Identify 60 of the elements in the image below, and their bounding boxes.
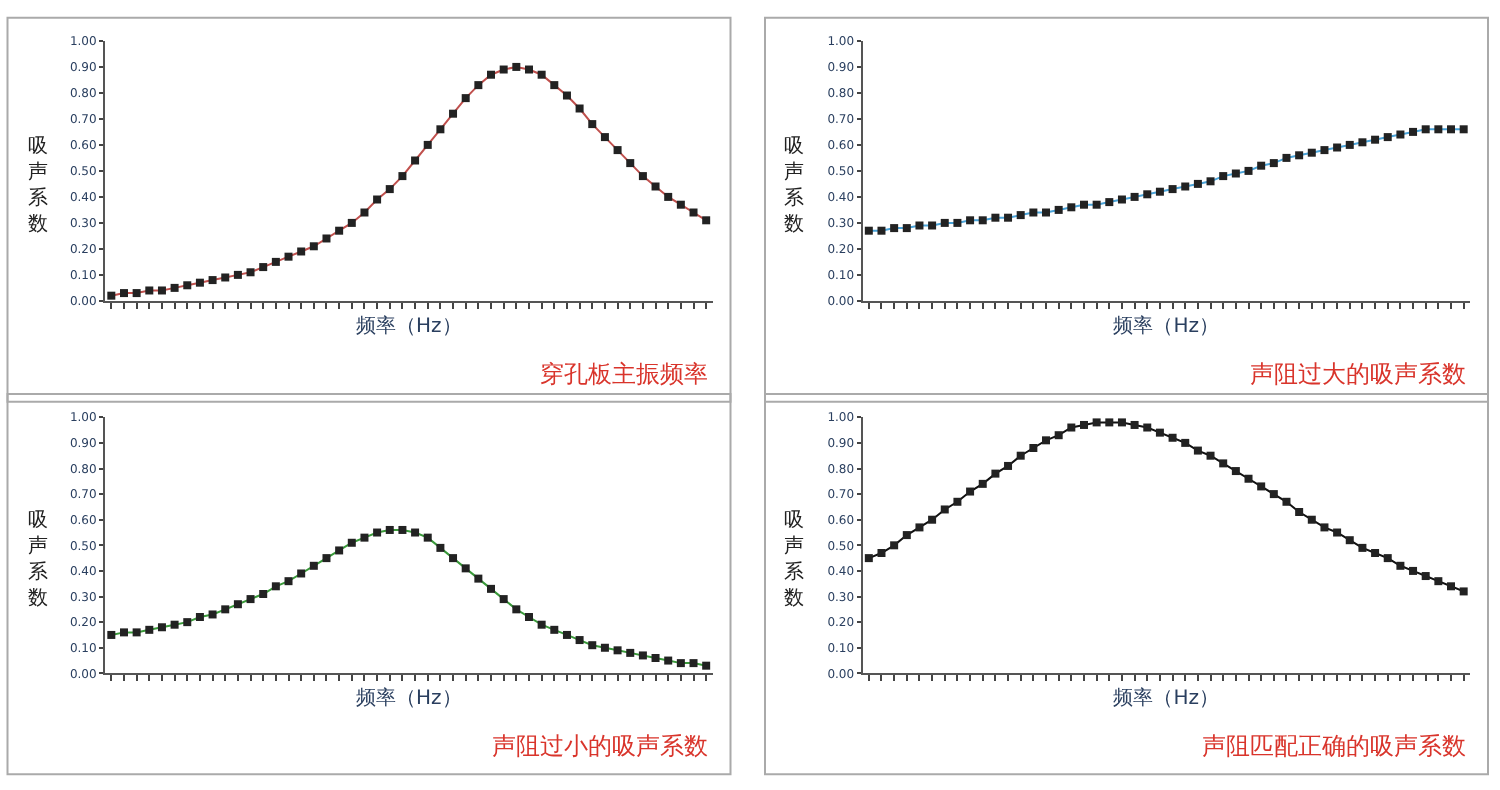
y-axis-title: 吸声系数 <box>28 510 48 610</box>
point <box>1396 561 1405 570</box>
point <box>1193 446 1202 455</box>
point <box>1307 515 1316 524</box>
point <box>902 531 911 540</box>
point <box>1371 549 1380 557</box>
point <box>1244 474 1253 483</box>
point <box>1004 461 1013 470</box>
point <box>1459 587 1468 596</box>
point <box>1345 536 1354 545</box>
point <box>1079 420 1088 429</box>
point <box>953 497 962 506</box>
point <box>1231 467 1240 476</box>
point <box>1105 418 1114 427</box>
point <box>1219 459 1228 468</box>
point <box>1295 508 1304 517</box>
point <box>928 515 937 524</box>
point <box>890 541 899 550</box>
point <box>1206 451 1215 460</box>
y-axis-title: 吸声系数 <box>784 510 804 610</box>
point <box>1155 428 1164 437</box>
point <box>1421 572 1430 581</box>
point <box>940 505 949 514</box>
point <box>864 554 873 563</box>
point <box>1333 528 1342 537</box>
point <box>1358 543 1367 552</box>
point <box>1130 420 1139 429</box>
point <box>991 469 1000 478</box>
point <box>1269 490 1278 499</box>
point <box>877 549 886 557</box>
point <box>1320 523 1329 532</box>
point <box>1181 438 1190 447</box>
x-axis-title: 频率（Hz） <box>355 313 462 338</box>
point <box>1168 433 1177 442</box>
point <box>1434 577 1443 586</box>
point <box>978 479 987 488</box>
y-axis-title: 吸声系数 <box>784 136 804 236</box>
point <box>1067 423 1076 432</box>
point <box>1042 436 1051 445</box>
point <box>1092 418 1101 427</box>
point <box>1447 582 1456 591</box>
x-axis-title: 频率（Hz） <box>355 686 462 711</box>
point <box>1383 554 1392 563</box>
point <box>1054 431 1063 440</box>
text: 声阻过大的吸声系数 <box>1250 360 1466 388</box>
point <box>966 487 975 496</box>
point <box>1117 418 1126 427</box>
point <box>915 523 924 532</box>
point <box>1257 482 1266 491</box>
x-axis-title: 频率（Hz） <box>1113 686 1220 711</box>
y-axis-title: 吸声系数 <box>28 136 48 236</box>
point <box>1029 444 1038 452</box>
text: 声阻过小的吸声系数 <box>492 732 708 760</box>
x-axis-title: 频率（Hz） <box>1113 313 1220 338</box>
point <box>1409 566 1418 575</box>
point <box>1016 451 1025 460</box>
text: 穿孔板主振频率 <box>540 360 708 388</box>
text: 声阻匹配正确的吸声系数 <box>1202 732 1466 760</box>
point <box>1143 423 1152 432</box>
point <box>1282 497 1291 506</box>
